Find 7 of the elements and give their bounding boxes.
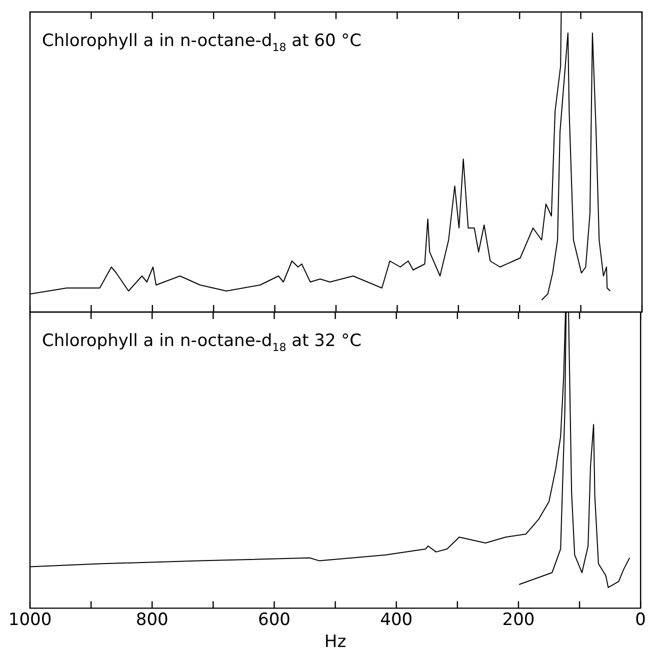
x-tick-label: 600 bbox=[258, 610, 290, 630]
x-tick-label: 1000 bbox=[8, 610, 52, 630]
x-tick-label: 400 bbox=[380, 610, 413, 630]
x-tick-label: 800 bbox=[136, 610, 168, 630]
x-tick-label: 0 bbox=[635, 610, 646, 630]
x-axis-title: Hz bbox=[324, 632, 346, 652]
x-tick-label: 200 bbox=[502, 610, 535, 630]
